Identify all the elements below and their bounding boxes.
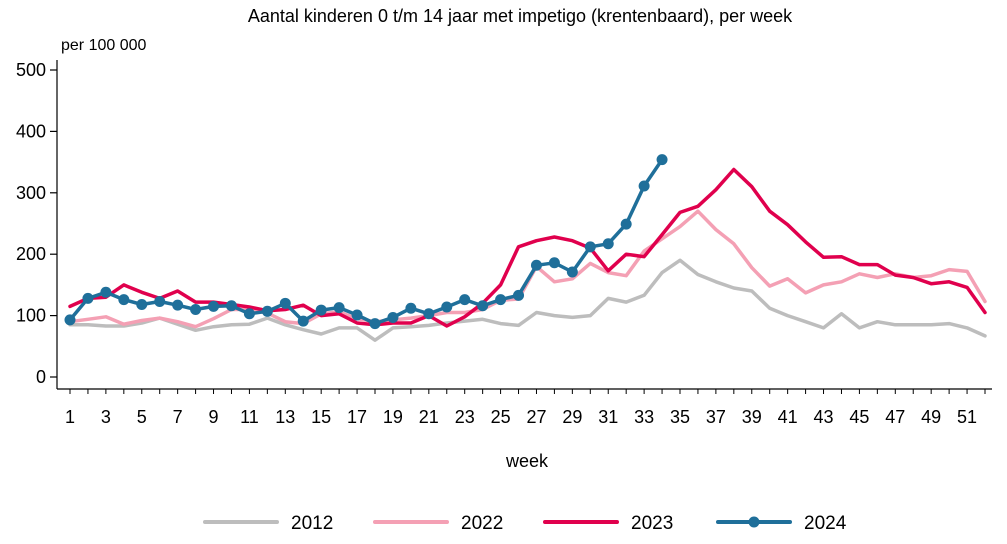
data-point-2024 xyxy=(405,302,417,314)
x-tick-label: 29 xyxy=(562,407,582,427)
data-point-2024 xyxy=(369,318,381,330)
data-point-2024 xyxy=(513,289,525,301)
data-point-2024 xyxy=(118,294,130,306)
x-tick-label: 37 xyxy=(706,407,726,427)
x-tick-label: 31 xyxy=(598,407,618,427)
x-tick-label: 15 xyxy=(311,407,331,427)
x-ticks: 1 3 5 7 9 11 13 15 17 19 21 23 25 27 29 31 33 35 37 39 41 43 4… xyxy=(65,389,986,427)
x-tick-label: 43 xyxy=(814,407,834,427)
data-point-2024 xyxy=(136,299,148,311)
x-tick-label: 49 xyxy=(921,407,941,427)
x-tick-label: 11 xyxy=(240,407,259,427)
data-point-2024 xyxy=(638,180,650,192)
data-point-2024 xyxy=(584,241,596,253)
data-point-2024 xyxy=(190,303,202,315)
data-point-2024 xyxy=(602,238,614,250)
series-line-2022 xyxy=(68,209,987,329)
data-point-2024 xyxy=(261,305,273,317)
x-tick-label: 13 xyxy=(275,407,295,427)
x-tick-label: 39 xyxy=(742,407,762,427)
x-tick-label: 41 xyxy=(778,407,798,427)
x-tick-label: 47 xyxy=(885,407,905,427)
x-tick-label: 35 xyxy=(670,407,690,427)
data-point-2024 xyxy=(548,257,560,269)
data-point-2024 xyxy=(82,292,94,304)
series-lines xyxy=(64,154,987,342)
x-tick-label: 9 xyxy=(209,407,219,427)
x-tick-label: 17 xyxy=(347,407,367,427)
x-tick-label: 25 xyxy=(491,407,511,427)
x-tick-label: 1 xyxy=(65,407,75,427)
series-line-2012 xyxy=(68,258,987,342)
x-tick-label: 51 xyxy=(957,407,977,427)
y-axis-label: per 100 000 xyxy=(61,37,147,54)
data-point-2024 xyxy=(172,299,184,311)
data-point-2024 xyxy=(333,302,345,314)
x-axis-label: week xyxy=(505,451,549,471)
x-tick-label: 3 xyxy=(101,407,111,427)
y-tick-label: 200 xyxy=(16,244,46,264)
x-tick-label: 27 xyxy=(526,407,546,427)
y-tick-label: 300 xyxy=(16,183,46,203)
data-point-2024 xyxy=(225,300,237,312)
y-tick-label: 100 xyxy=(16,306,46,326)
series-line-2024 xyxy=(68,157,664,326)
y-tick-label: 500 xyxy=(16,60,46,80)
x-tick-label: 19 xyxy=(383,407,403,427)
y-tick-label: 0 xyxy=(36,367,46,387)
data-point-2024 xyxy=(100,286,112,298)
data-point-2024 xyxy=(566,266,578,278)
y-ticks: 0 100 200 300 400 500 xyxy=(16,60,57,387)
data-point-2024 xyxy=(64,314,76,326)
data-point-2024 xyxy=(351,309,363,321)
data-point-2024 xyxy=(243,308,255,320)
data-point-2024 xyxy=(495,294,507,306)
data-point-2024 xyxy=(279,297,291,309)
data-point-2024 xyxy=(154,295,166,307)
x-tick-label: 7 xyxy=(173,407,183,427)
data-point-2024 xyxy=(387,311,399,323)
data-point-2024 xyxy=(297,315,309,327)
data-point-2024 xyxy=(620,218,632,230)
x-tick-label: 5 xyxy=(137,407,147,427)
legend-marker-2024 xyxy=(748,516,760,528)
legend-label-2024: 2024 xyxy=(804,513,847,534)
data-point-2024 xyxy=(315,304,327,316)
legend-label-2023: 2023 xyxy=(631,513,673,534)
legend-label-2012: 2012 xyxy=(291,513,333,534)
data-point-2024 xyxy=(441,301,453,313)
data-point-2024 xyxy=(656,154,668,166)
data-point-2024 xyxy=(208,300,220,312)
x-tick-label: 45 xyxy=(849,407,869,427)
data-point-2024 xyxy=(477,300,489,312)
series-line-2023 xyxy=(68,167,987,328)
y-tick-label: 400 xyxy=(16,121,46,141)
legend-label-2022: 2022 xyxy=(461,513,503,534)
legend: 2012 2022 2023 2024 xyxy=(203,513,847,534)
data-point-2024 xyxy=(423,308,435,320)
x-tick-label: 21 xyxy=(419,407,439,427)
x-tick-label: 23 xyxy=(455,407,475,427)
x-tick-label: 33 xyxy=(634,407,654,427)
chart-title: Aantal kinderen 0 t/m 14 jaar met impeti… xyxy=(248,6,793,26)
data-point-2024 xyxy=(459,294,471,306)
data-point-2024 xyxy=(530,259,542,271)
